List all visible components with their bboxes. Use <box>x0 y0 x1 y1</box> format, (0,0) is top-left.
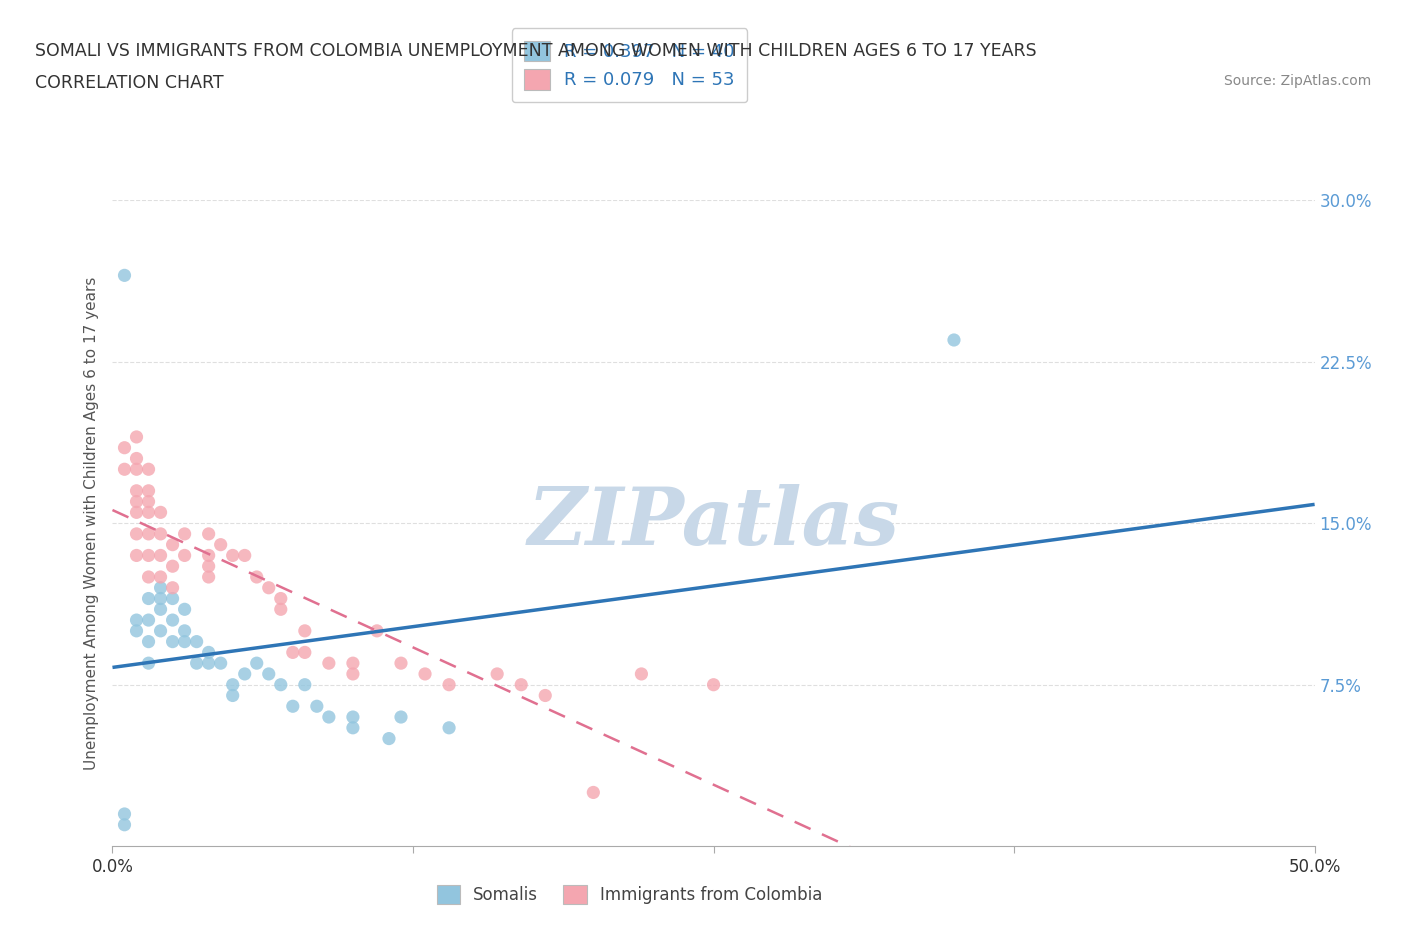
Point <box>114 806 136 821</box>
Point <box>138 484 160 498</box>
Point <box>318 656 340 671</box>
Point <box>246 569 269 584</box>
Point <box>197 526 219 541</box>
Point <box>125 548 148 563</box>
Point <box>125 484 148 498</box>
Point <box>173 602 195 617</box>
Point <box>294 623 316 638</box>
Point <box>582 785 605 800</box>
Point <box>270 602 292 617</box>
Point <box>149 548 172 563</box>
Point <box>138 569 160 584</box>
Point <box>281 698 304 713</box>
Point <box>186 634 208 649</box>
Point <box>209 656 232 671</box>
Point <box>125 430 148 445</box>
Point <box>342 710 364 724</box>
Point <box>342 721 364 736</box>
Point <box>149 569 172 584</box>
Point <box>270 677 292 692</box>
Text: Source: ZipAtlas.com: Source: ZipAtlas.com <box>1223 74 1371 88</box>
Point <box>246 656 269 671</box>
Point <box>149 591 172 606</box>
Point <box>125 613 148 628</box>
Point <box>294 677 316 692</box>
Point <box>702 677 725 692</box>
Point <box>257 667 280 682</box>
Point <box>281 645 304 660</box>
Point <box>366 623 388 638</box>
Point <box>114 268 136 283</box>
Point <box>162 613 184 628</box>
Point <box>173 634 195 649</box>
Point <box>437 721 460 736</box>
Point <box>162 591 184 606</box>
Point <box>389 710 412 724</box>
Point <box>149 526 172 541</box>
Point <box>294 645 316 660</box>
Point <box>125 494 148 509</box>
Point <box>342 667 364 682</box>
Point <box>510 677 533 692</box>
Point <box>378 731 401 746</box>
Point <box>149 505 172 520</box>
Point <box>222 548 245 563</box>
Point <box>138 656 160 671</box>
Point <box>942 333 965 348</box>
Point <box>173 526 195 541</box>
Point <box>186 656 208 671</box>
Point <box>125 505 148 520</box>
Point <box>149 602 172 617</box>
Point <box>173 548 195 563</box>
Point <box>197 559 219 574</box>
Point <box>318 710 340 724</box>
Point <box>114 817 136 832</box>
Point <box>342 656 364 671</box>
Point <box>162 634 184 649</box>
Point <box>197 569 219 584</box>
Point <box>125 462 148 477</box>
Point <box>138 548 160 563</box>
Point <box>222 688 245 703</box>
Point <box>197 548 219 563</box>
Point <box>209 538 232 552</box>
Point <box>270 591 292 606</box>
Point <box>257 580 280 595</box>
Point <box>149 580 172 595</box>
Point <box>138 494 160 509</box>
Point <box>222 677 245 692</box>
Point <box>138 591 160 606</box>
Point <box>125 623 148 638</box>
Point <box>162 559 184 574</box>
Point <box>125 526 148 541</box>
Point <box>233 667 256 682</box>
Point <box>173 623 195 638</box>
Point <box>162 538 184 552</box>
Point <box>125 451 148 466</box>
Point <box>197 656 219 671</box>
Point <box>437 677 460 692</box>
Point <box>197 645 219 660</box>
Text: CORRELATION CHART: CORRELATION CHART <box>35 74 224 92</box>
Point <box>138 526 160 541</box>
Point <box>389 656 412 671</box>
Point <box>413 667 436 682</box>
Point <box>138 505 160 520</box>
Text: ZIPatlas: ZIPatlas <box>527 485 900 562</box>
Point <box>138 462 160 477</box>
Point <box>138 634 160 649</box>
Y-axis label: Unemployment Among Women with Children Ages 6 to 17 years: Unemployment Among Women with Children A… <box>83 276 98 770</box>
Point <box>114 462 136 477</box>
Legend: Somalis, Immigrants from Colombia: Somalis, Immigrants from Colombia <box>429 876 831 912</box>
Point <box>486 667 509 682</box>
Text: SOMALI VS IMMIGRANTS FROM COLOMBIA UNEMPLOYMENT AMONG WOMEN WITH CHILDREN AGES 6: SOMALI VS IMMIGRANTS FROM COLOMBIA UNEMP… <box>35 42 1036 60</box>
Point <box>233 548 256 563</box>
Point <box>114 440 136 455</box>
Point <box>149 623 172 638</box>
Point <box>138 613 160 628</box>
Point <box>630 667 652 682</box>
Point <box>305 698 328 713</box>
Point <box>534 688 557 703</box>
Point <box>162 580 184 595</box>
